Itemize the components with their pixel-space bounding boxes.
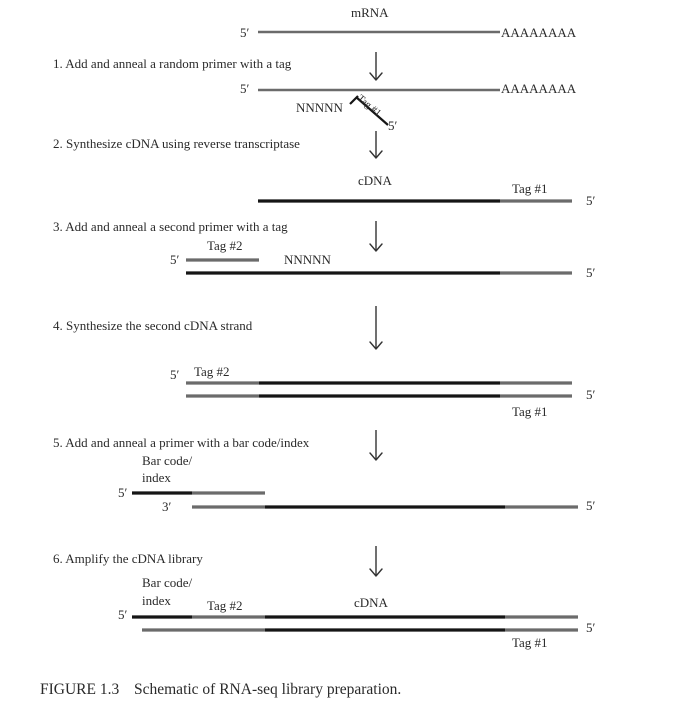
- step5-barcode-line1: Bar code/: [142, 453, 193, 468]
- down-arrow-icon: [369, 306, 383, 350]
- step-3-text: 3. Add and anneal a second primer with a…: [53, 219, 288, 234]
- step6-barcode-line2: index: [142, 593, 171, 608]
- step4-tag2-label: Tag #2: [194, 364, 230, 379]
- step-5-text: 5. Add and anneal a primer with a bar co…: [53, 435, 310, 450]
- step6-cdna-label: cDNA: [354, 595, 389, 610]
- step-2-text: 2. Synthesize cDNA using reverse transcr…: [53, 136, 300, 151]
- step4-5prime-label: 5′: [170, 367, 180, 382]
- step4-5prime-right-label: 5′: [586, 387, 596, 402]
- figure-number: FIGURE 1.3: [40, 681, 119, 698]
- down-arrow-icon: [369, 221, 383, 252]
- step2-tag1-label: Tag #1: [512, 181, 548, 196]
- step-4-text: 4. Synthesize the second cDNA strand: [53, 318, 253, 333]
- figure-caption: Schematic of RNA-seq library preparation…: [134, 681, 401, 698]
- step-1-text: 1. Add and anneal a random primer with a…: [53, 56, 292, 71]
- tag1-5prime-label: 5′: [388, 118, 398, 133]
- step6-tag2-label: Tag #2: [207, 598, 243, 613]
- step3-tag2-label: Tag #2: [207, 238, 243, 253]
- step6-barcode-line1: Bar code/: [142, 575, 193, 590]
- mrna-5prime-label: 5′: [240, 25, 250, 40]
- step3-5prime-right-label: 5′: [586, 265, 596, 280]
- step2-5prime-label: 5′: [586, 193, 596, 208]
- step5-3prime-label: 3′: [162, 499, 172, 514]
- step5-5prime-right-label: 5′: [586, 498, 596, 513]
- step3-random-n-label: NNNNN: [284, 252, 332, 267]
- mrna-label: mRNA: [351, 5, 389, 20]
- down-arrow-icon: [369, 430, 383, 461]
- step6-5prime-label: 5′: [118, 607, 128, 622]
- down-arrow-icon: [369, 546, 383, 577]
- down-arrow-icon: [369, 131, 383, 159]
- cdna-label: cDNA: [358, 173, 393, 188]
- tag1-primer-segment: [355, 96, 389, 126]
- step6-tag1-label: Tag #1: [512, 635, 548, 650]
- step5-barcode-line2: index: [142, 470, 171, 485]
- tag1-rotated-label: Tag #1: [355, 93, 383, 119]
- step3-5prime-label: 5′: [170, 252, 180, 267]
- step-6-text: 6. Amplify the cDNA library: [53, 551, 203, 566]
- mrna-polya-label: AAAAAAAA: [501, 25, 577, 40]
- step1-polya-label: AAAAAAAA: [501, 81, 577, 96]
- random-primer-n-label: NNNNN: [296, 100, 344, 115]
- step4-tag1-label: Tag #1: [512, 404, 548, 419]
- step5-5prime-label: 5′: [118, 485, 128, 500]
- step6-5prime-right-label: 5′: [586, 620, 596, 635]
- step1-5prime-label: 5′: [240, 81, 250, 96]
- down-arrow-icon: [369, 52, 383, 81]
